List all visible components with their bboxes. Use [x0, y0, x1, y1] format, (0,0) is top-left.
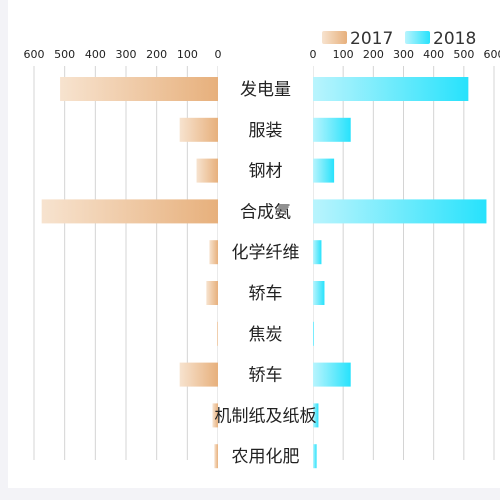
legend-label-2018: 2018 — [433, 29, 476, 49]
bar-2017-7 — [179, 362, 218, 387]
bar-2018-9 — [313, 444, 317, 469]
bar-2017-5 — [206, 281, 218, 305]
bar-2018-5 — [313, 281, 325, 305]
category-label: 发电量 — [240, 80, 291, 100]
right-axis-tick-label: 100 — [333, 48, 354, 61]
left-axis-tick-label: 400 — [85, 48, 106, 61]
right-axis-tick-label: 500 — [453, 48, 474, 61]
bar-2018-3 — [313, 199, 487, 224]
legend-label-2017: 2017 — [350, 29, 393, 49]
legend-item-2017[interactable]: 2017 — [322, 29, 393, 49]
bar-2018-0 — [313, 77, 469, 101]
right-axis-tick-label: 0 — [310, 48, 317, 61]
category-label: 轿车 — [249, 284, 283, 304]
right-axis-tick-label: 600 — [484, 48, 500, 61]
left-axis-tick-label: 0 — [215, 48, 222, 61]
category-label: 轿车 — [249, 366, 283, 386]
category-label: 农用化肥 — [232, 447, 300, 467]
left-axis-tick-label: 200 — [146, 48, 167, 61]
legend-swatch-2017 — [322, 31, 347, 44]
axes: 600 500 400 300 200 100 0 0 100 200 300 400 500 600 — [24, 48, 500, 61]
right-axis-tick-label: 200 — [363, 48, 384, 61]
bar-2017-4 — [209, 240, 218, 265]
left-axis-tick-label: 300 — [116, 48, 137, 61]
bar-2017-1 — [179, 117, 218, 142]
left-axis-tick-label: 500 — [54, 48, 75, 61]
left-axis-tick-label: 600 — [24, 48, 45, 61]
legend: 2017 2018 — [322, 29, 476, 49]
category-label: 合成氨 — [240, 202, 291, 222]
bar-2017-6 — [217, 321, 218, 346]
category-label: 钢材 — [249, 162, 283, 182]
bar-2017-8 — [212, 403, 218, 428]
category-label: 服装 — [249, 121, 283, 141]
bar-2018-4 — [313, 240, 322, 265]
bar-2018-6 — [313, 321, 314, 346]
right-axis-tick-label: 400 — [423, 48, 444, 61]
bar-2017-3 — [41, 199, 218, 224]
bars — [41, 77, 487, 469]
legend-item-2018[interactable]: 2018 — [405, 29, 476, 49]
category-label: 焦炭 — [249, 325, 283, 345]
bar-2018-8 — [313, 403, 319, 428]
left-axis-tick-label: 100 — [177, 48, 198, 61]
bar-2017-2 — [196, 158, 218, 183]
bar-2017-0 — [60, 77, 218, 101]
right-axis-tick-label: 300 — [393, 48, 414, 61]
category-label-band — [218, 66, 313, 460]
bar-2018-2 — [313, 158, 335, 183]
category-label: 化学纤维 — [232, 243, 300, 263]
category-label: 机制纸及纸板 — [215, 406, 317, 426]
bar-2017-9 — [214, 444, 218, 469]
bar-2018-7 — [313, 362, 351, 387]
legend-swatch-2018 — [405, 31, 430, 44]
bar-2018-1 — [313, 117, 351, 142]
